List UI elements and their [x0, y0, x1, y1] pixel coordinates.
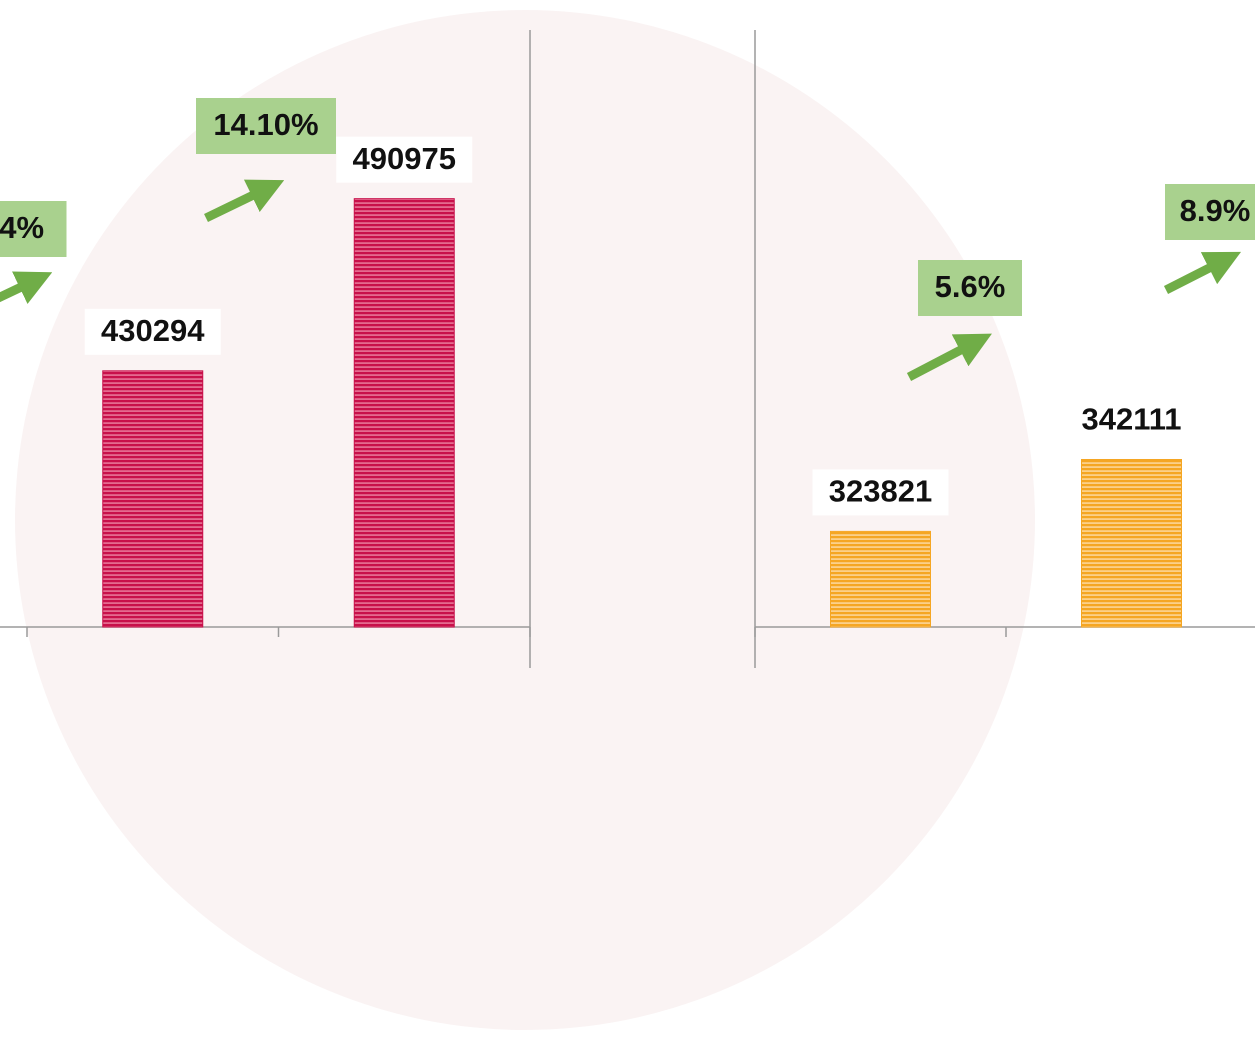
bar: [1082, 459, 1182, 627]
growth-label: 14.10%: [213, 107, 318, 142]
growth-label: 8.9%: [1180, 193, 1251, 228]
growth-label: 5.6%: [935, 269, 1006, 304]
value-label: 323821: [829, 474, 932, 509]
bar: [103, 371, 203, 627]
bar: [354, 199, 454, 627]
growth-arrow: [0, 280, 36, 300]
chart: 430294 490975 34% 14.10% 323821 342111 5.6% 8.9…: [0, 0, 1255, 1037]
value-label: 342111: [1081, 402, 1181, 437]
bar: [831, 531, 931, 627]
value-label: 490975: [353, 141, 456, 176]
page: 430294 490975 34% 14.10% 323821 342111 5.6% 8.9…: [0, 0, 1255, 1037]
growth-arrow: [1166, 260, 1225, 290]
growth-label: 34%: [0, 210, 44, 245]
value-label: 430294: [101, 313, 205, 348]
